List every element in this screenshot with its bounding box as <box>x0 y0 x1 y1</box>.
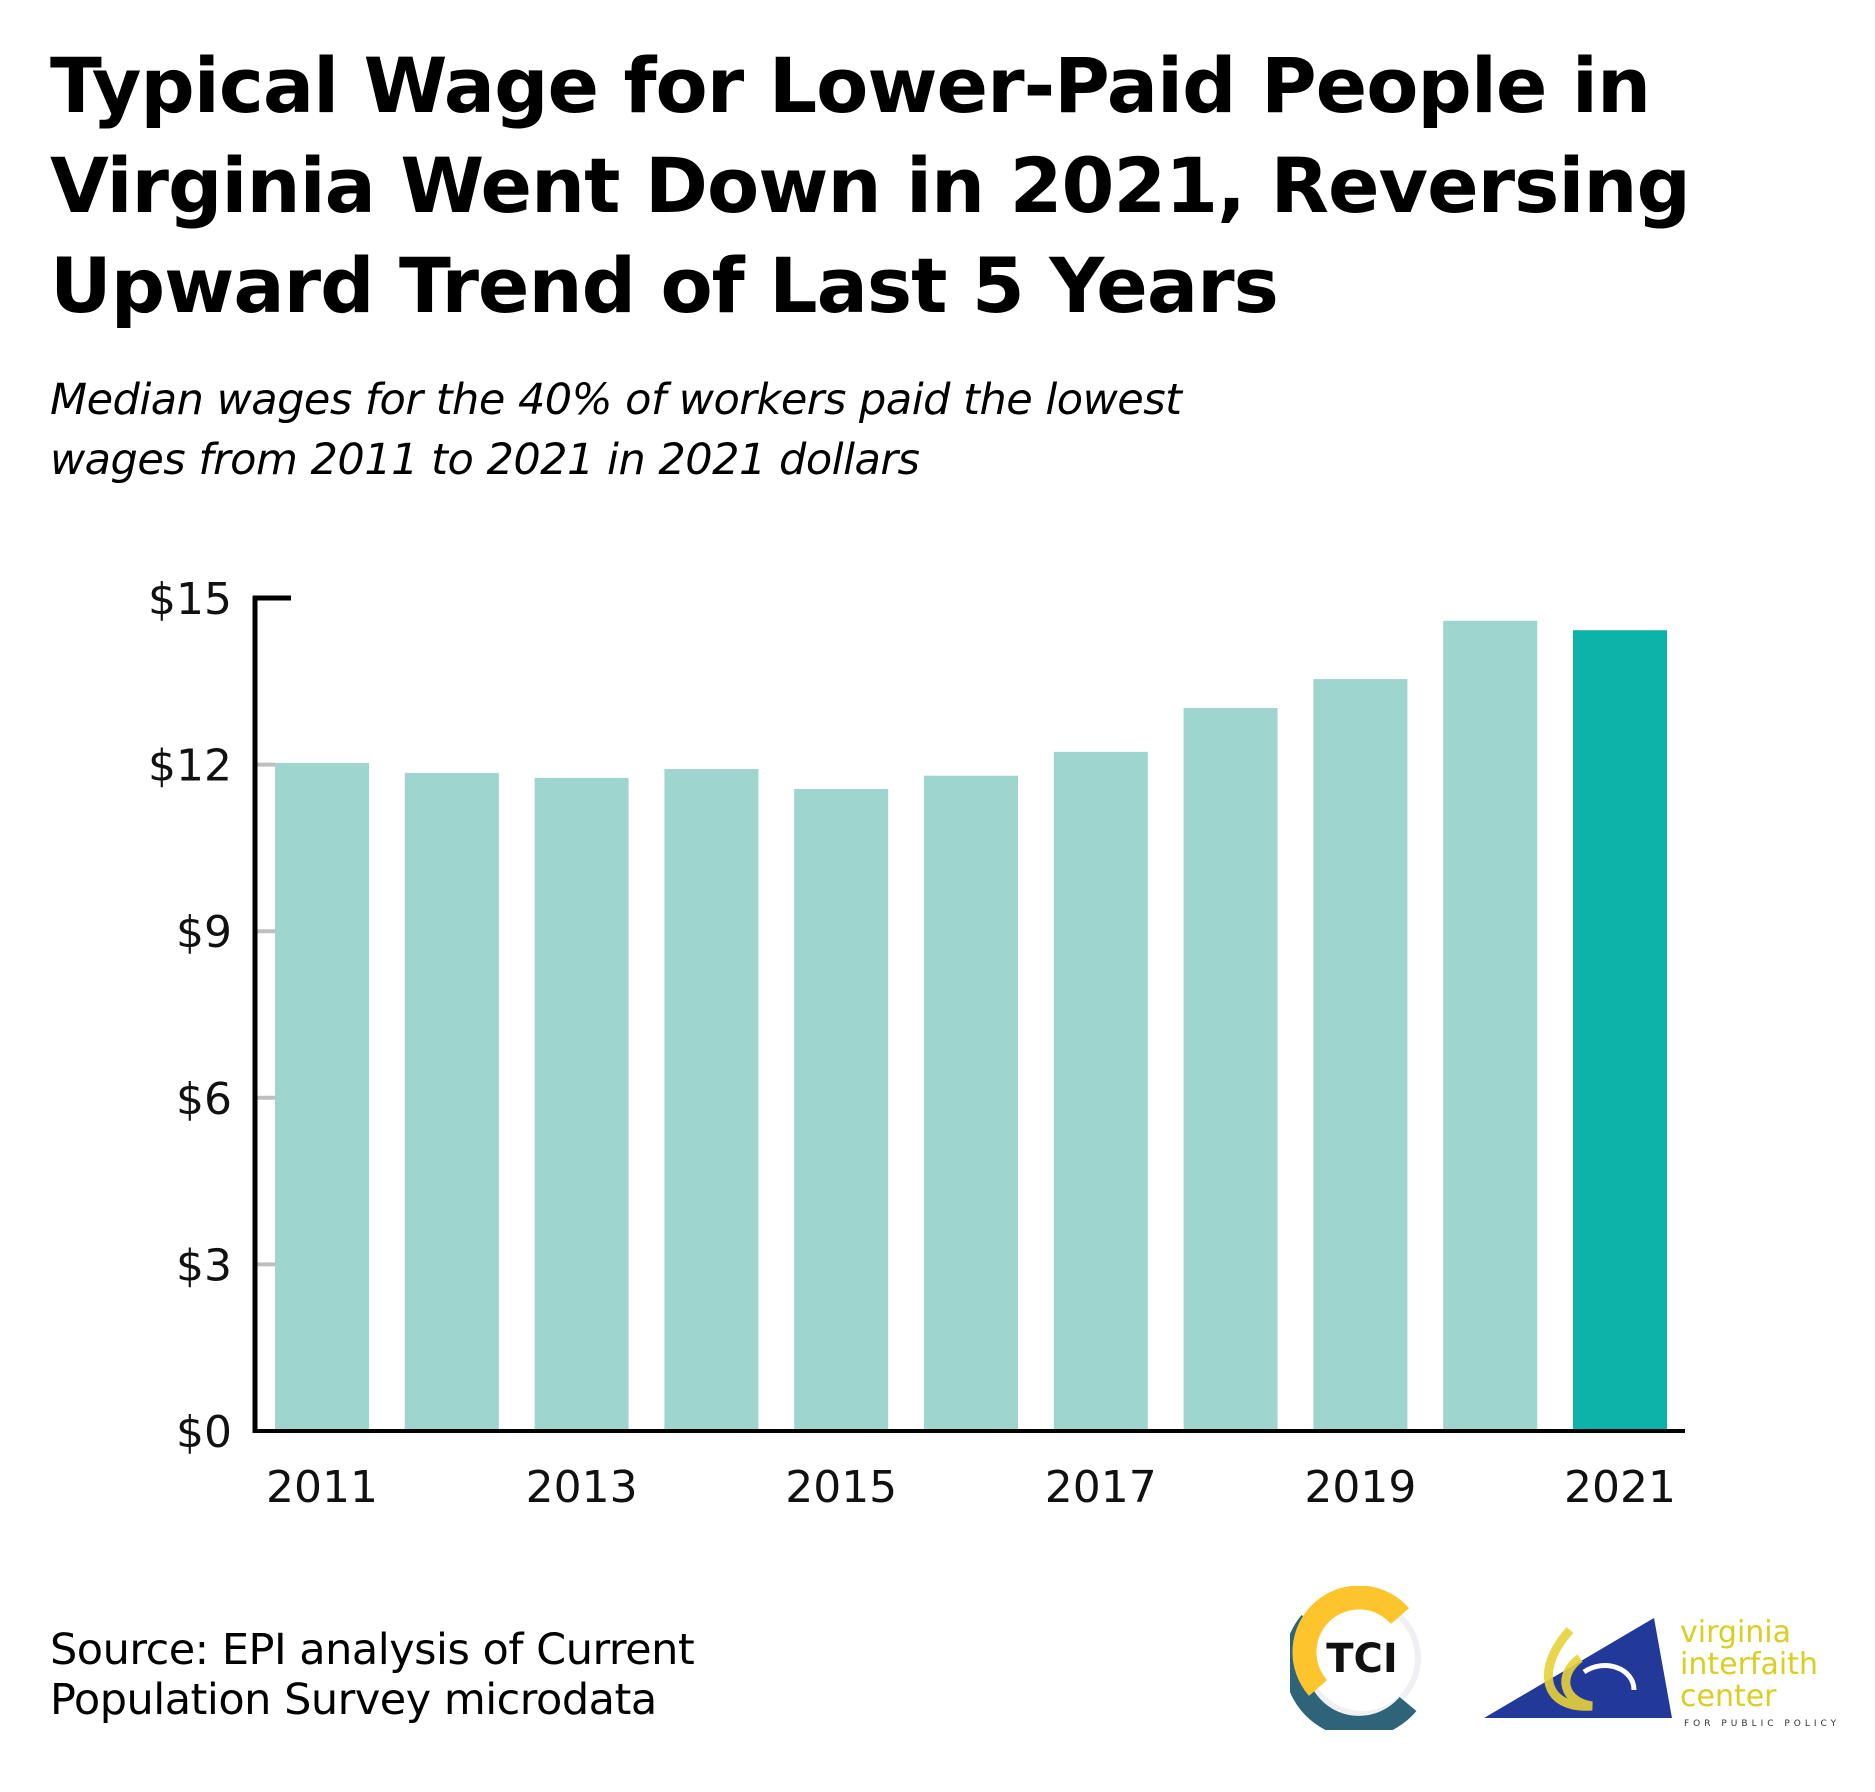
bars <box>275 620 1667 1431</box>
title-line-3: Upward Trend of Last 5 Years <box>50 241 1279 330</box>
bar-2013 <box>534 777 629 1431</box>
bar-2015 <box>794 789 889 1431</box>
bar-2020 <box>1443 620 1538 1431</box>
source-line-1: Source: EPI analysis of Current <box>50 1625 695 1675</box>
vic-text-line-2: interfaith <box>1680 1647 1818 1682</box>
bar-2016 <box>924 775 1018 1431</box>
swoosh-icon <box>1543 1626 1593 1711</box>
triangle-icon <box>1484 1618 1672 1718</box>
bar-2017 <box>1053 751 1148 1431</box>
subtitle-line-1: Median wages for the 40% of workers paid… <box>50 375 1182 425</box>
title-line-1: Typical Wage for Lower-Paid People in <box>50 41 1651 130</box>
x-tick-label: 2017 <box>1045 1462 1157 1513</box>
x-tick-label: 2013 <box>526 1462 638 1513</box>
bar-2018 <box>1183 707 1278 1431</box>
x-tick-label: 2019 <box>1304 1462 1416 1513</box>
bar-2021 <box>1573 630 1667 1431</box>
bar-2019 <box>1313 679 1408 1431</box>
y-tick-label: $6 <box>176 1074 232 1125</box>
bar-2014 <box>664 769 759 1431</box>
chart-subtitle: Median wages for the 40% of workers paid… <box>50 370 1350 490</box>
x-tick-label: 2015 <box>785 1462 897 1513</box>
x-tick-label: 2011 <box>266 1462 378 1513</box>
x-axis-labels: 2011 2013 2015 2017 2019 2021 <box>266 1462 1676 1513</box>
tci-logo: TCI <box>1290 1586 1421 1730</box>
vic-tagline: FOR PUBLIC POLICY <box>1684 1719 1840 1729</box>
vic-text-line-3: center <box>1680 1679 1777 1714</box>
bar-2011 <box>275 762 369 1431</box>
y-axis-labels: $0 $3 $6 $9 $12 $15 <box>148 574 232 1458</box>
chart-title: Typical Wage for Lower-Paid People in Vi… <box>50 36 1850 336</box>
y-axis-ticks <box>255 762 275 1267</box>
tci-logo-text: TCI <box>1326 1636 1398 1682</box>
source-note: Source: EPI analysis of Current Populati… <box>50 1625 695 1725</box>
tci-yellow-arc-icon <box>1292 1586 1410 1696</box>
subtitle-line-2: wages from 2011 to 2021 in 2021 dollars <box>50 435 920 485</box>
swoosh-white-icon <box>1582 1663 1637 1691</box>
y-tick-label: $0 <box>176 1407 232 1458</box>
y-tick-label: $3 <box>176 1240 232 1291</box>
bar-chart: $0 $3 $6 $9 $12 $15 2011 2013 2015 2017 2019 2021 <box>148 574 1685 1513</box>
virginia-interfaith-center-logo: virginia interfaith center FOR PUBLIC PO… <box>1484 1615 1840 1729</box>
title-line-2: Virginia Went Down in 2021, Reversing <box>50 141 1691 230</box>
y-tick-label: $9 <box>176 907 232 958</box>
y-tick-label: $15 <box>148 574 232 625</box>
vic-text-line-1: virginia <box>1680 1615 1791 1650</box>
source-line-2: Population Survey microdata <box>50 1675 657 1725</box>
x-tick-label: 2021 <box>1564 1462 1676 1513</box>
y-tick-label: $12 <box>148 741 232 792</box>
bar-2012 <box>404 772 499 1431</box>
axes <box>252 595 1685 1433</box>
